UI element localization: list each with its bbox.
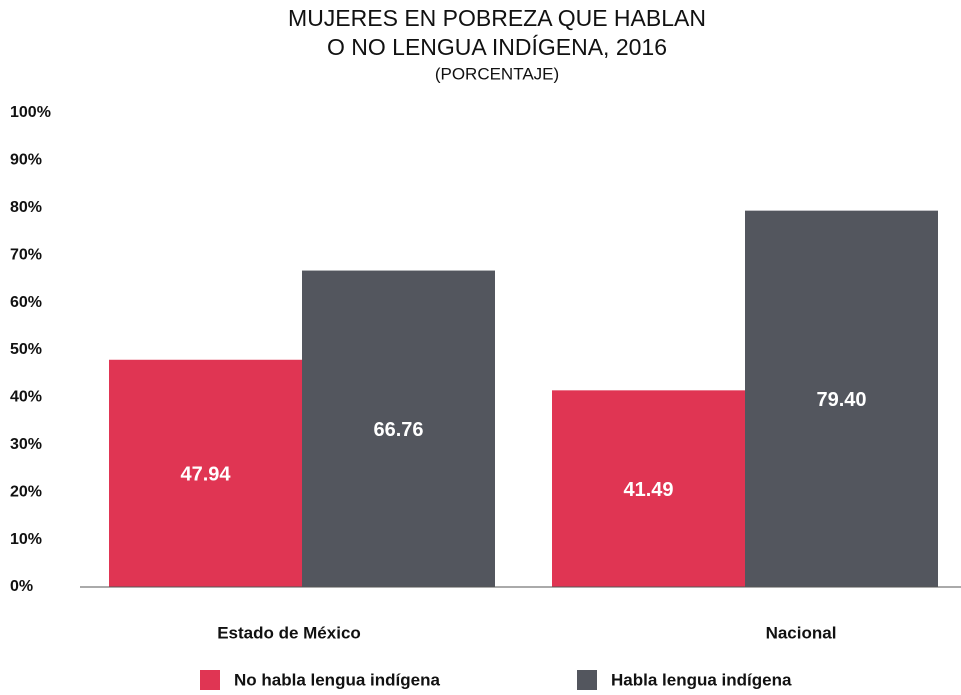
legend-label: Habla lengua indígena: [611, 670, 792, 689]
bar: [745, 210, 938, 588]
bar: [552, 390, 745, 587]
chart-title: MUJERES EN POBREZA QUE HABLAN: [288, 5, 706, 31]
bar: [302, 270, 495, 587]
y-tick-label: 90%: [10, 152, 42, 169]
value-label: 41.49: [623, 479, 673, 501]
legend-swatch: [200, 670, 220, 690]
y-tick-label: 80%: [10, 199, 42, 216]
y-tick-label: 100%: [10, 104, 51, 121]
y-tick-label: 0%: [10, 578, 33, 595]
legend-swatch: [577, 670, 597, 690]
y-tick-label: 10%: [10, 531, 42, 548]
x-tick-label: Nacional: [766, 623, 837, 642]
y-tick-label: 40%: [10, 389, 42, 406]
value-label: 66.76: [373, 419, 423, 441]
value-label: 79.40: [816, 389, 866, 411]
x-tick-label: Estado de México: [217, 623, 361, 642]
y-tick-label: 60%: [10, 294, 42, 311]
legend-label: No habla lengua indígena: [234, 670, 440, 689]
y-tick-label: 70%: [10, 246, 42, 263]
value-label: 47.94: [180, 464, 231, 486]
y-tick-label: 50%: [10, 341, 42, 358]
bar: [109, 359, 302, 587]
y-tick-label: 20%: [10, 483, 42, 500]
y-tick-label: 30%: [10, 436, 42, 453]
chart-subtitle: (PORCENTAJE): [435, 64, 559, 83]
chart-title: O NO LENGUA INDÍGENA, 2016: [327, 34, 667, 60]
